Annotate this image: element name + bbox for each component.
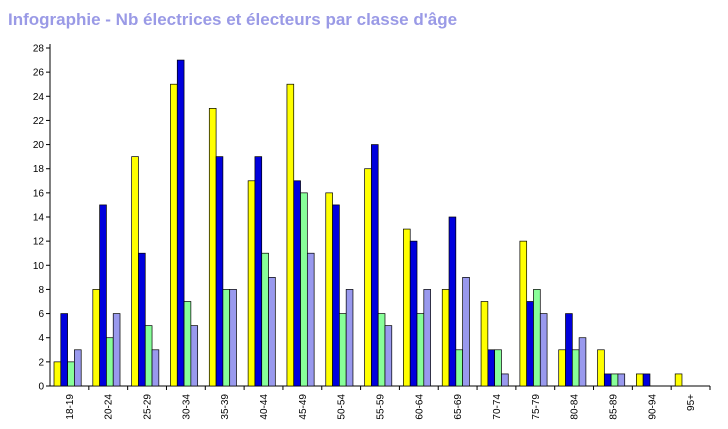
bar-75-79-0 xyxy=(519,240,528,387)
y-tick-label: 16 xyxy=(33,188,45,199)
chart-title: Infographie - Nb électrices et électeurs… xyxy=(8,10,458,29)
x-tick-label: 65-69 xyxy=(453,394,464,420)
bar-30-34-0 xyxy=(170,83,178,387)
bar-60-64-2 xyxy=(416,313,425,387)
bar-18-19-3 xyxy=(74,349,82,387)
y-tick-label: 0 xyxy=(38,382,44,393)
bar-55-59-2 xyxy=(377,313,386,387)
bar-20-24-2 xyxy=(106,337,114,387)
x-tick-label: 60-64 xyxy=(414,394,425,420)
bar-55-59-1 xyxy=(371,144,379,387)
x-tick-label: 70-74 xyxy=(492,394,503,420)
bar-18-19-0 xyxy=(53,361,62,387)
bar-65-69-2 xyxy=(455,349,463,387)
bar-60-64-3 xyxy=(423,289,431,387)
bar-75-79-2 xyxy=(533,289,541,387)
bar-40-44-3 xyxy=(268,277,276,387)
bar-40-44-0 xyxy=(247,180,256,387)
y-tick-label: 6 xyxy=(38,309,44,320)
y-tick-label: 26 xyxy=(33,68,45,79)
bar-35-39-1 xyxy=(215,156,224,387)
y-tick-label: 14 xyxy=(33,213,45,224)
bar-70-74-2 xyxy=(494,349,502,387)
bar-45-49-3 xyxy=(306,252,315,387)
bar-50-54-2 xyxy=(339,313,347,387)
bar-30-34-3 xyxy=(190,325,199,387)
y-tick-label: 20 xyxy=(33,140,45,151)
y-tick-label: 28 xyxy=(33,44,45,55)
bar-45-49-2 xyxy=(300,192,308,387)
y-tick-label: 2 xyxy=(38,357,44,368)
bar-65-69-1 xyxy=(448,216,457,387)
bar-80-84-0 xyxy=(558,349,566,387)
bar-95+-0 xyxy=(674,373,683,387)
x-tick-label: 45-49 xyxy=(298,394,309,420)
bar-70-74-0 xyxy=(480,301,489,387)
bar-40-44-2 xyxy=(261,252,269,387)
bar-35-39-3 xyxy=(229,289,237,387)
bar-75-79-1 xyxy=(526,301,534,387)
bar-55-59-0 xyxy=(364,168,372,387)
bar-40-44-1 xyxy=(254,156,263,387)
bar-55-59-3 xyxy=(384,325,393,387)
x-tick-label: 30-34 xyxy=(181,394,192,420)
bar-65-69-0 xyxy=(441,289,450,387)
bar-45-49-0 xyxy=(286,83,295,387)
bar-25-29-0 xyxy=(131,156,139,387)
x-tick-label: 20-24 xyxy=(104,394,115,420)
bar-18-19-2 xyxy=(67,361,75,387)
bar-85-89-2 xyxy=(610,373,619,387)
y-tick-label: 18 xyxy=(33,164,45,175)
x-tick-label: 40-44 xyxy=(259,394,270,420)
y-tick-label: 4 xyxy=(38,333,44,344)
bar-65-69-3 xyxy=(462,277,470,387)
bar-45-49-1 xyxy=(293,180,301,387)
x-tick-label: 95+ xyxy=(686,394,697,411)
bar-85-89-0 xyxy=(597,349,605,387)
bar-85-89-1 xyxy=(603,373,612,387)
bar-30-34-2 xyxy=(183,301,192,387)
x-tick-label: 55-59 xyxy=(376,394,387,420)
bar-18-19-1 xyxy=(60,313,68,387)
bar-70-74-3 xyxy=(501,373,509,387)
bar-20-24-3 xyxy=(112,313,121,387)
bar-80-84-2 xyxy=(571,349,580,387)
y-tick-label: 12 xyxy=(33,237,45,248)
x-tick-label: 18-19 xyxy=(65,394,76,420)
bar-20-24-1 xyxy=(99,204,107,387)
bar-60-64-0 xyxy=(403,228,411,387)
bar-90-94-1 xyxy=(642,373,651,387)
bar-60-64-1 xyxy=(409,240,418,387)
x-tick-label: 35-39 xyxy=(220,394,231,420)
y-tick-label: 8 xyxy=(38,285,44,296)
bar-35-39-0 xyxy=(208,108,217,387)
bar-30-34-1 xyxy=(176,59,185,387)
x-tick-label: 90-94 xyxy=(647,394,658,420)
bar-25-29-3 xyxy=(151,349,160,387)
bar-80-84-1 xyxy=(565,313,573,387)
bar-80-84-3 xyxy=(578,337,587,387)
bar-85-89-3 xyxy=(617,373,626,387)
bar-90-94-0 xyxy=(636,373,644,387)
y-tick-label: 24 xyxy=(33,92,45,103)
x-tick-label: 50-54 xyxy=(337,394,348,420)
x-tick-label: 85-89 xyxy=(608,394,619,420)
bar-25-29-1 xyxy=(138,252,146,387)
y-tick-label: 22 xyxy=(33,116,45,127)
bar-70-74-1 xyxy=(487,349,496,387)
bar-50-54-1 xyxy=(332,204,340,387)
bar-50-54-3 xyxy=(345,289,354,387)
bar-50-54-0 xyxy=(325,192,333,387)
x-tick-label: 80-84 xyxy=(570,394,581,420)
bar-35-39-2 xyxy=(222,289,231,387)
bar-25-29-2 xyxy=(144,325,153,387)
x-tick-label: 75-79 xyxy=(531,394,542,420)
y-tick-label: 10 xyxy=(33,261,45,272)
bar-20-24-0 xyxy=(92,289,100,387)
x-tick-label: 25-29 xyxy=(143,394,154,420)
bar-75-79-3 xyxy=(539,313,548,387)
